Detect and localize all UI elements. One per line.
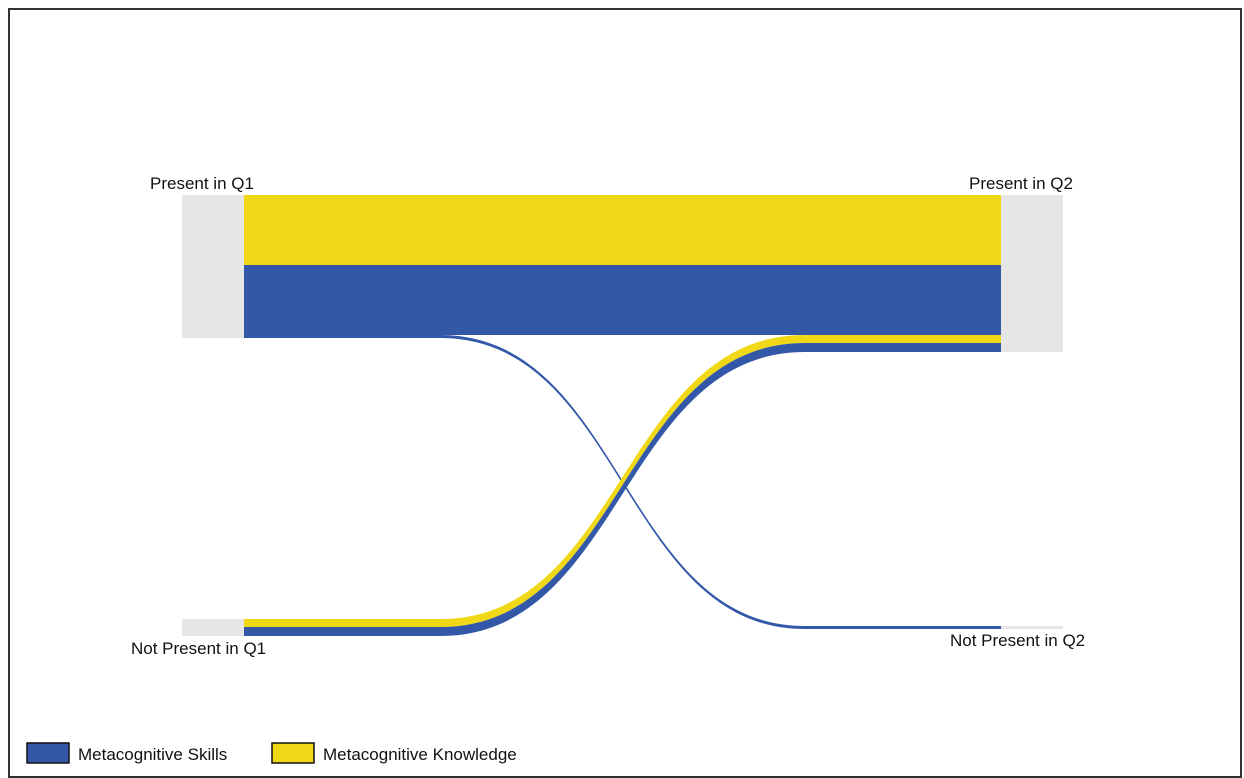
flow-not-present-q1-to-present-q2-skills bbox=[244, 343, 1001, 636]
node-bar-present-q1 bbox=[182, 195, 244, 338]
flow-present-q1-to-present-q2-skills bbox=[244, 265, 1001, 335]
chart-frame bbox=[8, 8, 1242, 778]
legend-label-skills: Metacognitive Skills bbox=[78, 745, 227, 764]
node-label-present-q1: Present in Q1 bbox=[150, 174, 254, 193]
node-bar-not-present-q1 bbox=[182, 619, 244, 636]
node-bar-present-q2 bbox=[1001, 195, 1063, 352]
legend: Metacognitive Skills Metacognitive Knowl… bbox=[26, 742, 517, 764]
flows-layer bbox=[244, 195, 1001, 636]
legend-swatch-skills bbox=[26, 742, 70, 764]
node-label-present-q2: Present in Q2 bbox=[969, 174, 1073, 193]
legend-label-knowledge: Metacognitive Knowledge bbox=[323, 745, 517, 764]
flow-present-q1-to-present-q2-knowledge bbox=[244, 195, 1001, 265]
node-label-not-present-q2: Not Present in Q2 bbox=[950, 631, 1085, 650]
node-label-not-present-q1: Not Present in Q1 bbox=[131, 639, 266, 658]
flow-not-present-q1-to-present-q2-knowledge bbox=[244, 335, 1001, 627]
legend-swatch-knowledge bbox=[271, 742, 315, 764]
node-bar-not-present-q2 bbox=[1001, 626, 1063, 629]
nodes-layer bbox=[182, 195, 1063, 636]
